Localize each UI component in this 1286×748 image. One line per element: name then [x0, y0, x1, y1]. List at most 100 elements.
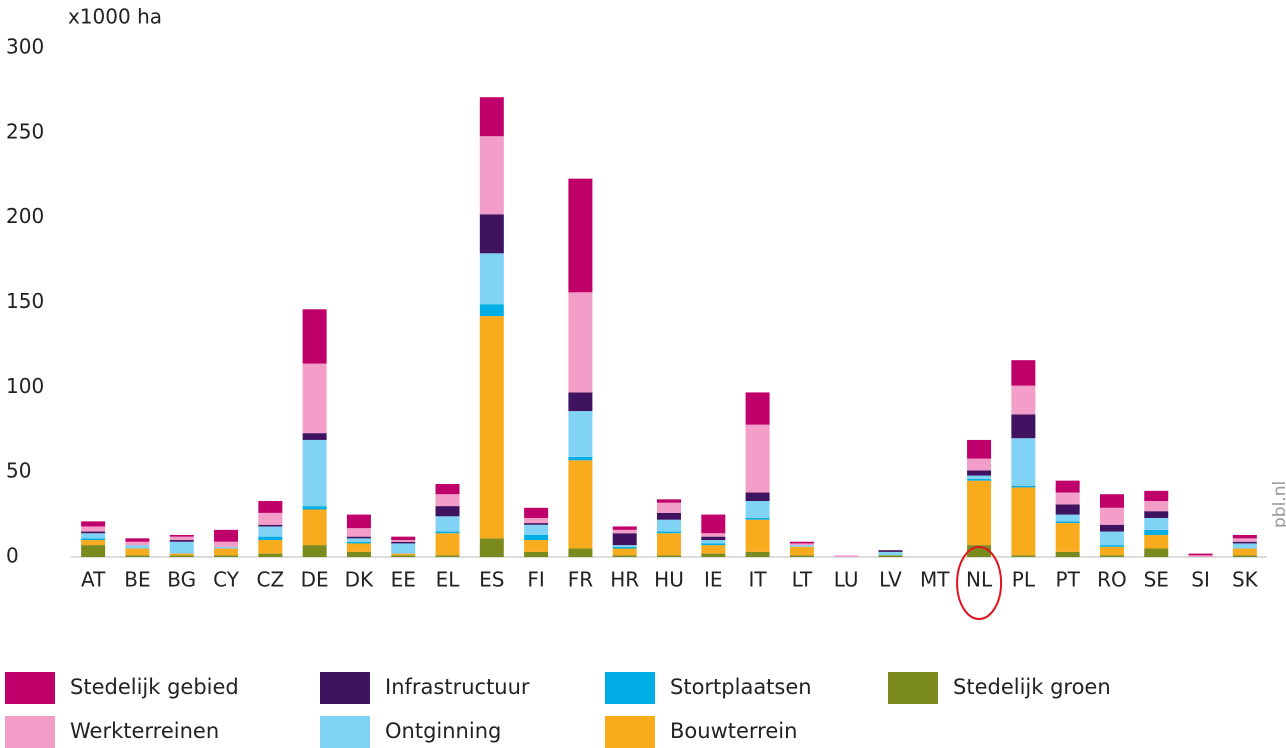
x-tick-label: LV	[879, 568, 902, 592]
bar-segment	[657, 519, 681, 532]
bar-segment	[302, 433, 327, 440]
legend-swatch	[605, 672, 655, 704]
bar-segment	[258, 526, 283, 537]
bar-segment	[214, 548, 239, 556]
bar-segment	[479, 304, 504, 317]
bar-segment	[967, 470, 992, 476]
bar-segment	[1232, 541, 1257, 544]
bar-segment	[1055, 480, 1080, 493]
bar-segment	[568, 456, 593, 461]
bar-segment	[745, 424, 770, 493]
legend-swatch	[5, 672, 55, 704]
y-tick-label: 0	[6, 544, 19, 568]
bar-segment	[302, 439, 327, 507]
bar-segment	[701, 545, 726, 554]
x-tick-label: CY	[213, 568, 240, 592]
bar-segment	[1144, 501, 1169, 512]
bar-segment	[258, 540, 283, 554]
bar-segment	[878, 551, 903, 556]
bar-segment	[214, 546, 239, 549]
bar-segment	[346, 543, 371, 552]
bar-segment	[81, 526, 106, 532]
bar-segment	[701, 514, 726, 534]
bar-segment	[1144, 529, 1169, 535]
bar-segment	[214, 529, 239, 542]
bar-segment	[1144, 534, 1169, 549]
x-tick-label: LU	[834, 568, 859, 592]
bar-segment	[1011, 555, 1036, 557]
bar-segment	[568, 292, 593, 393]
bar-segment	[169, 541, 194, 554]
bar-segment	[391, 555, 416, 557]
bar-segment	[479, 538, 504, 557]
bar-segment	[1144, 490, 1169, 502]
bar-segment	[789, 546, 814, 556]
bar-segment	[302, 545, 327, 557]
bar-segment	[524, 540, 549, 552]
bar-segment	[612, 529, 637, 534]
bar-segment	[346, 551, 371, 557]
x-tick-label: SE	[1144, 568, 1169, 592]
bar-segment	[479, 97, 504, 137]
bar-segment	[1232, 538, 1257, 542]
bar-segment	[568, 178, 593, 293]
x-tick-label: IT	[749, 568, 768, 592]
bar-segment	[1055, 551, 1080, 557]
x-tick-label: HR	[610, 568, 639, 592]
bar-segment	[524, 534, 549, 541]
legend-label: Infrastructuur	[385, 675, 530, 699]
bar-segment	[346, 528, 371, 537]
x-tick-label: NL	[966, 568, 993, 592]
x-tick-label: EE	[391, 568, 416, 592]
x-tick-label: FI	[527, 568, 544, 592]
bar-segment	[81, 538, 106, 541]
bar-segment	[967, 439, 992, 459]
bar-segment	[1188, 553, 1213, 556]
bar-segment	[612, 555, 637, 557]
bar-segment	[612, 533, 637, 546]
bar-segment	[125, 555, 150, 557]
x-tick-label: DK	[345, 568, 374, 592]
legend-swatch	[320, 672, 370, 704]
legend-swatch	[320, 716, 370, 748]
legend-label: Ontginning	[385, 719, 501, 743]
bar-segment	[125, 538, 150, 542]
bar-segment	[391, 553, 416, 556]
bar-segment	[524, 551, 549, 557]
bar-segment	[524, 523, 549, 525]
x-tick-label: DE	[301, 568, 329, 592]
bar-segment	[701, 540, 726, 544]
bar-segment	[81, 545, 106, 557]
bar-segment	[1099, 546, 1124, 556]
bar-segment	[612, 548, 637, 556]
bar-segment	[1011, 485, 1036, 488]
bar-segment	[258, 501, 283, 513]
bar-segment	[568, 460, 593, 549]
bar-segment	[258, 524, 283, 527]
legend-swatch	[888, 672, 938, 704]
bar-segment	[701, 533, 726, 537]
legend-swatch	[605, 716, 655, 748]
bar-segment	[435, 531, 460, 534]
x-tick-label: IE	[704, 568, 723, 592]
bar-segment	[1232, 543, 1257, 549]
bar-segment	[1011, 487, 1036, 556]
bar-segment	[479, 316, 504, 539]
bar-segment	[435, 533, 460, 556]
legend-label: Werkterreinen	[70, 719, 219, 743]
bar-segment	[657, 555, 681, 557]
bar-segment	[346, 541, 371, 544]
legend-label: Stedelijk groen	[953, 675, 1111, 699]
bar-segment	[81, 531, 106, 534]
bar-segment	[1232, 548, 1257, 556]
bar-segment	[1099, 545, 1124, 547]
bar-segment	[1232, 555, 1257, 557]
bar-segment	[1099, 507, 1124, 525]
bar-segment	[568, 548, 593, 557]
bar-segment	[524, 524, 549, 535]
bar-segment	[435, 506, 460, 517]
bar-segment	[435, 484, 460, 495]
bar-segment	[612, 545, 637, 547]
bar-segment	[125, 541, 150, 546]
